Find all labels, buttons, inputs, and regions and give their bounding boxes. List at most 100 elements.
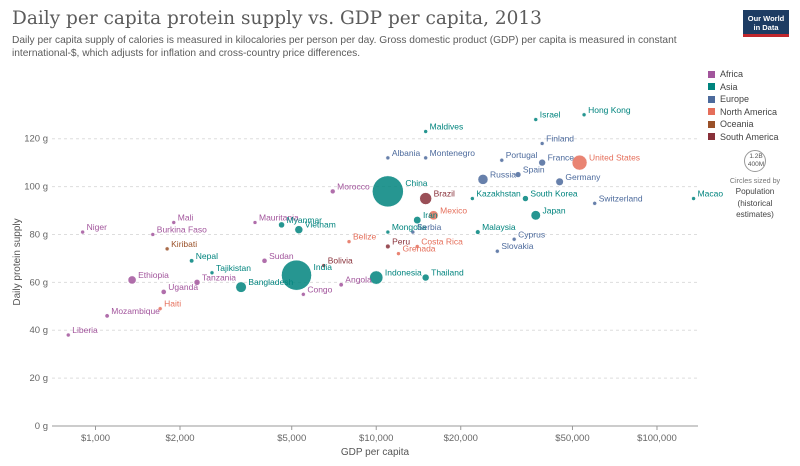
point-label: Spain (523, 165, 545, 175)
data-point (423, 155, 428, 161)
data-point (421, 273, 430, 282)
data-point (495, 248, 500, 254)
data-point (209, 270, 215, 276)
point-label: United States (589, 153, 640, 163)
point-label: Morocco (337, 181, 370, 191)
x-tick-label: $50,000 (555, 433, 589, 444)
data-point (235, 281, 247, 293)
point-label: Serbia (417, 222, 442, 232)
data-point (193, 279, 201, 286)
data-point (413, 216, 422, 225)
data-point (410, 229, 416, 235)
legend-item-africa[interactable]: Africa (708, 68, 798, 81)
point-label: Ethiopia (138, 270, 169, 280)
point-label: Mozambique (111, 306, 160, 316)
data-point (66, 332, 71, 338)
data-point (330, 188, 336, 195)
data-point (385, 155, 391, 161)
data-point (592, 201, 597, 206)
data-point (477, 174, 489, 185)
data-point (470, 196, 475, 201)
data-point (301, 292, 306, 297)
data-point (294, 225, 304, 234)
point-label: Congo (307, 284, 332, 294)
point-label: Mauritania (259, 212, 299, 222)
point-label: Kazakhstan (476, 189, 521, 199)
point-label: Thailand (431, 268, 464, 278)
legend-label-africa: Africa (720, 69, 744, 80)
data-point (385, 229, 391, 235)
point-label: Bangladesh (248, 277, 293, 287)
y-tick-label: 120 g (24, 134, 48, 145)
point-label: Brazil (434, 189, 455, 199)
data-point (127, 275, 137, 285)
data-point (164, 246, 170, 252)
data-point (261, 257, 268, 264)
point-label: Mongolia (392, 222, 427, 232)
owid-logo[interactable]: Our World in Data (743, 10, 789, 37)
y-tick-label: 60 g (30, 277, 49, 288)
point-label: Portugal (506, 150, 538, 160)
data-point (499, 157, 505, 163)
point-label: South Korea (530, 189, 578, 199)
legend-item-asia[interactable]: Asia (708, 81, 798, 94)
data-point (150, 232, 156, 237)
x-tick-label: $20,000 (444, 433, 478, 444)
y-tick-label: 0 g (35, 421, 48, 432)
size-legend-value: 1.2B (749, 153, 763, 160)
point-label: Nepal (196, 251, 218, 261)
point-label: Grenada (402, 244, 435, 254)
size-legend-circle: 1.2B 400M (744, 150, 766, 172)
data-point (539, 141, 545, 146)
data-point (428, 210, 439, 221)
x-tick-label: $1,000 (81, 433, 110, 444)
y-tick-label: 100 g (24, 182, 48, 193)
point-label: Albania (392, 148, 421, 158)
data-point (338, 282, 344, 288)
x-tick-label: $2,000 (165, 433, 194, 444)
chart-title: Daily per capita protein supply vs. GDP … (12, 8, 542, 29)
data-point (571, 154, 588, 171)
x-axis-title: GDP per capita (341, 447, 410, 458)
legend-item-europe[interactable]: Europe (708, 93, 798, 106)
data-point (385, 243, 391, 249)
chart-subtitle: Daily per capita supply of calories is m… (12, 35, 677, 59)
legend-swatch-asia (708, 83, 715, 91)
point-label: Sudan (269, 251, 294, 261)
data-point (522, 195, 529, 202)
y-axis-title: Daily protein supply (12, 218, 23, 305)
data-point (80, 229, 85, 235)
legend-swatch-africa (708, 70, 715, 78)
point-label: Malaysia (482, 222, 516, 232)
data-point (346, 239, 352, 244)
point-label: Uganda (168, 282, 198, 292)
point-label: Myanmar (287, 215, 323, 225)
legend-swatch-south-america (708, 133, 715, 141)
point-label: Slovakia (501, 241, 533, 251)
data-point (252, 220, 258, 225)
legend-item-oceania[interactable]: Oceania (708, 118, 798, 131)
point-label: Kiribati (171, 239, 197, 249)
size-legend-title-3: estimates) (736, 210, 774, 219)
data-point (278, 221, 285, 229)
data-point (415, 244, 420, 249)
legend-item-south-america[interactable]: South America (708, 131, 798, 144)
point-label: Switzerland (599, 193, 643, 203)
point-label: China (405, 178, 427, 188)
data-point (321, 263, 326, 268)
legend-label-oceania: Oceania (720, 119, 754, 130)
y-tick-label: 20 g (30, 373, 49, 384)
point-label: Russia (490, 169, 516, 179)
data-point (514, 171, 522, 178)
point-label: India (314, 262, 333, 272)
data-point (555, 177, 564, 186)
data-point (160, 289, 167, 295)
point-label: Bolivia (328, 256, 353, 266)
size-legend: 1.2B 400M Circles sized by Population (h… (720, 150, 790, 220)
legend-item-north-america[interactable]: North America (708, 106, 798, 119)
point-label: Indonesia (385, 268, 422, 278)
data-point (157, 306, 163, 311)
legend-label-asia: Asia (720, 81, 738, 92)
point-label: Japan (542, 205, 565, 215)
logo-line1: Our World (747, 14, 785, 23)
